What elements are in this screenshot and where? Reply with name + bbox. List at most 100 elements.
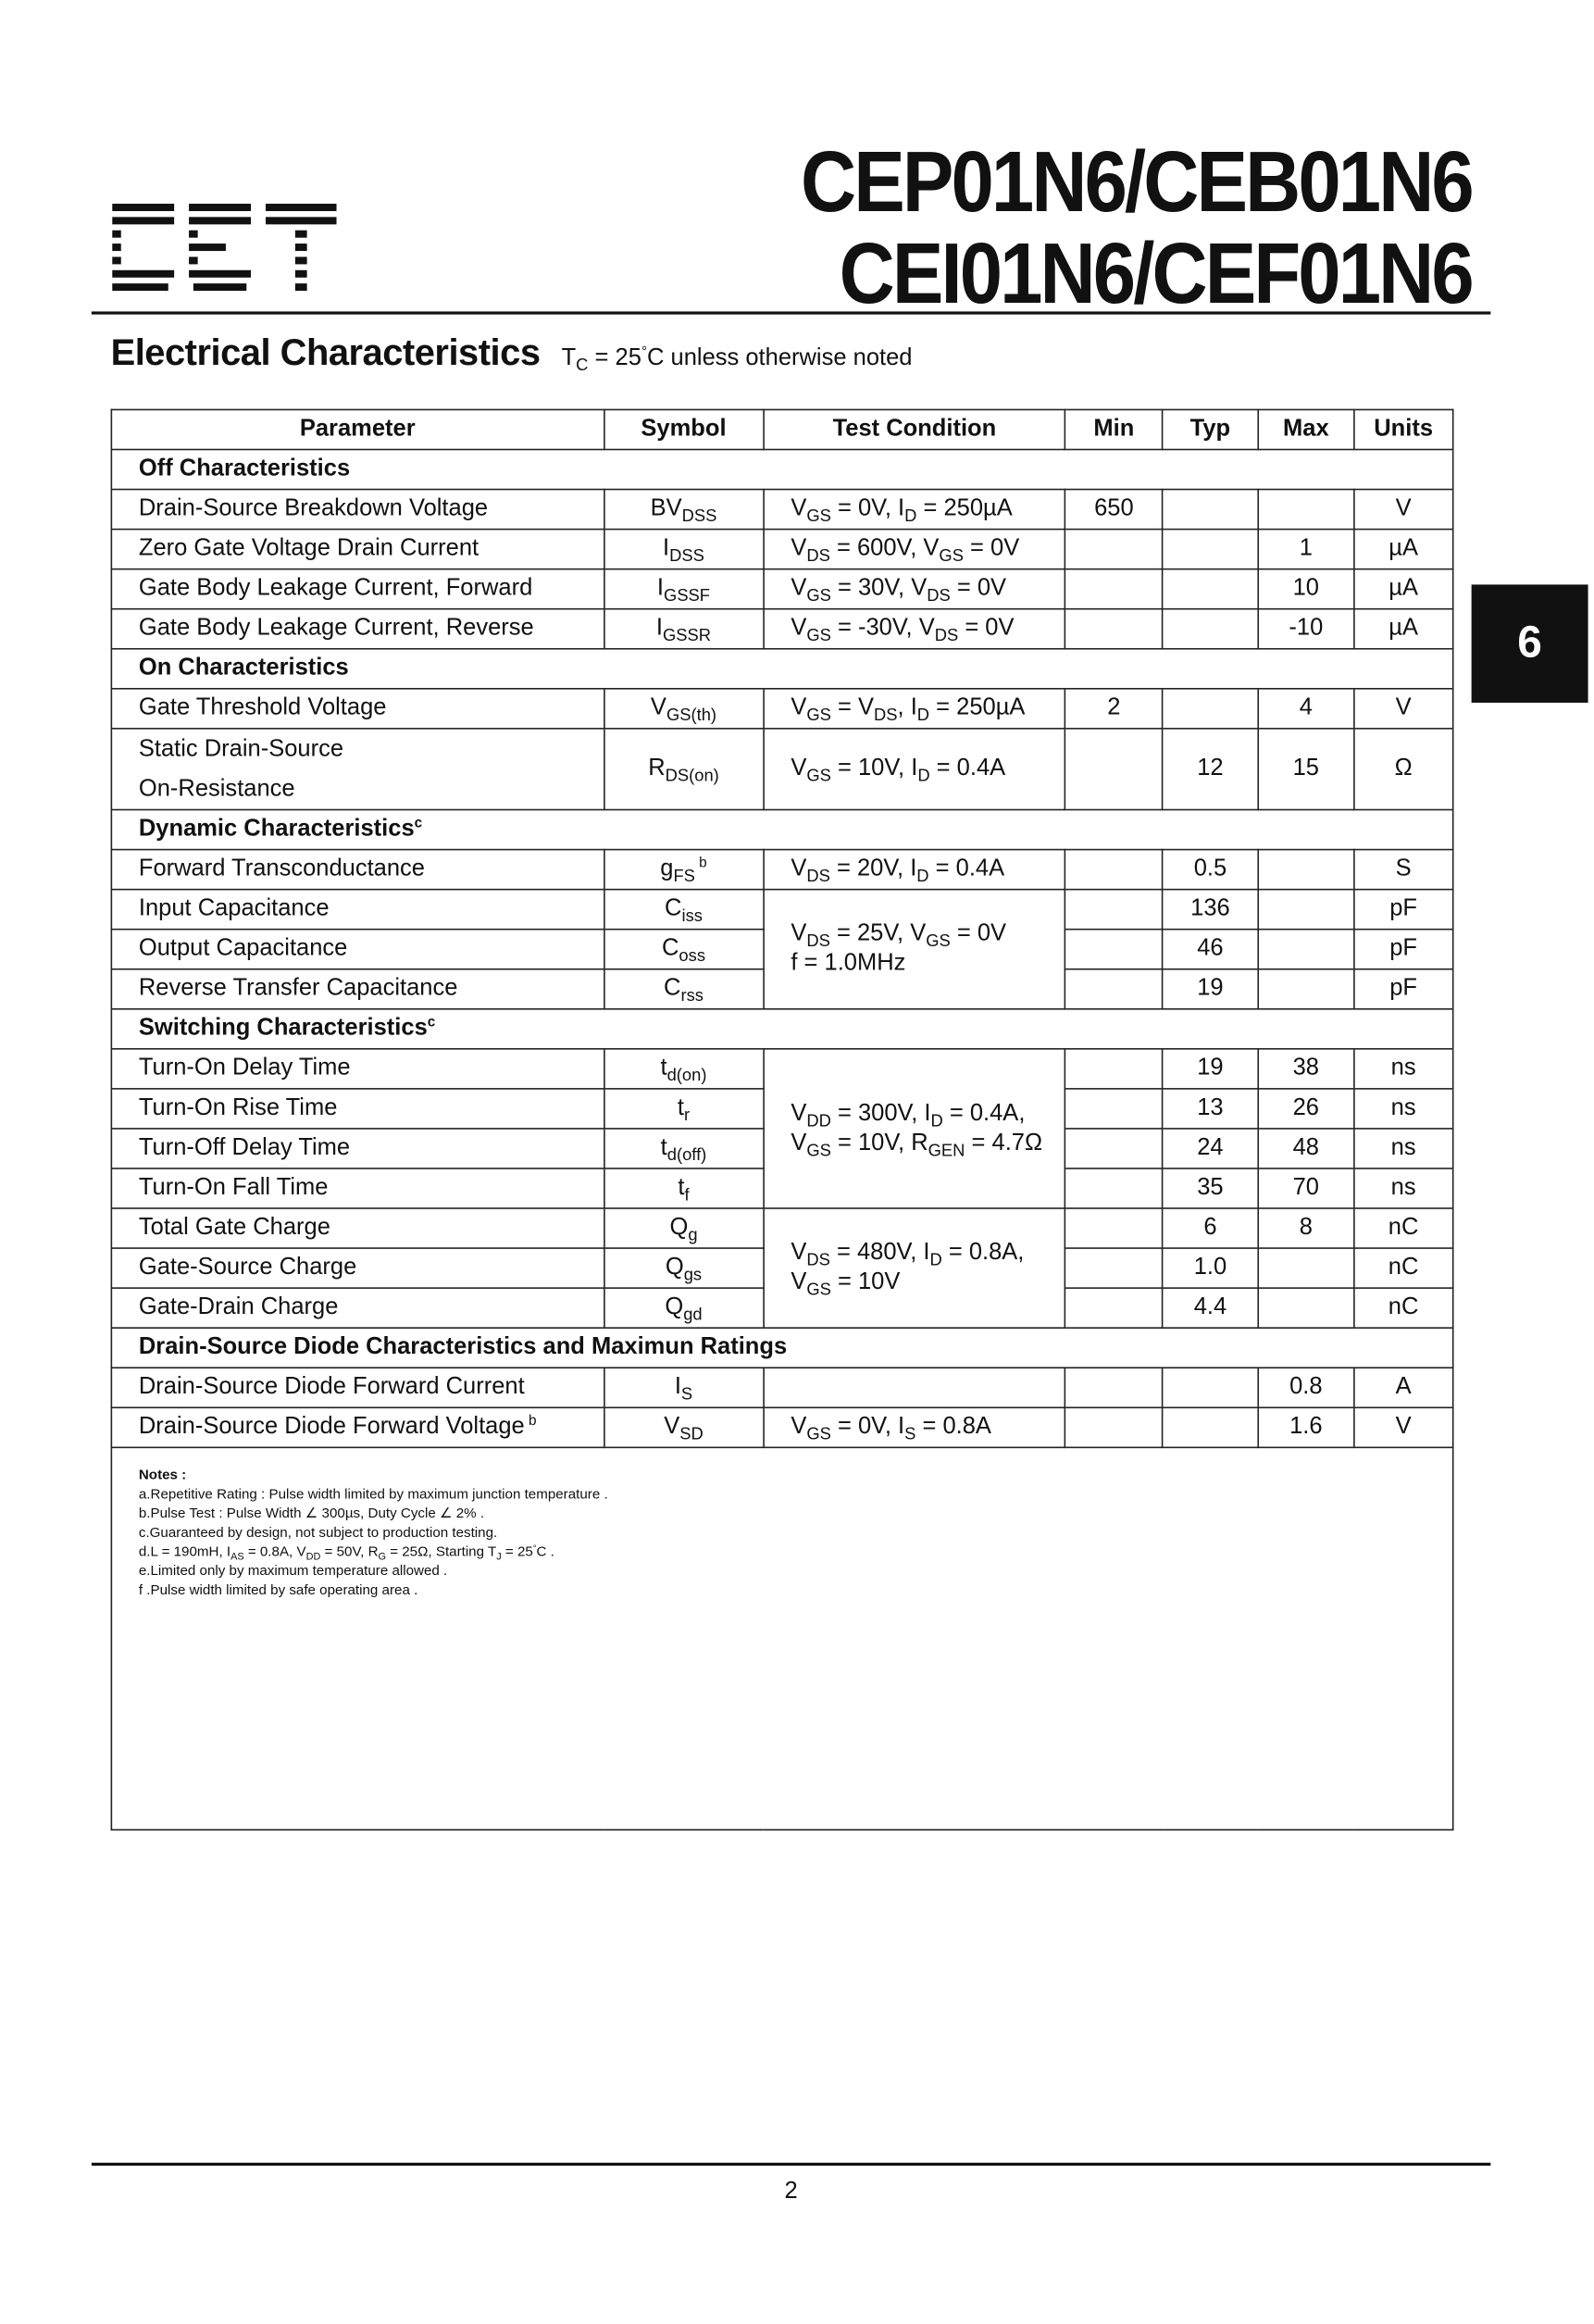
- max-cell: [1257, 1287, 1355, 1329]
- parameter-cell: Static Drain-Source On-Resistance: [110, 728, 604, 811]
- symbol-cell: Qg: [603, 1207, 765, 1249]
- test-condition-cell: VDS = 25V, VGS = 0V f = 1.0MHz: [763, 888, 1066, 1010]
- typ-cell: [1161, 488, 1259, 531]
- column-header: Units: [1352, 408, 1454, 451]
- units-cell: pF: [1352, 888, 1454, 931]
- test-condition-cell: VDS = 480V, ID = 0.8A, VGS = 10V: [763, 1207, 1066, 1329]
- units-cell: ns: [1352, 1168, 1454, 1209]
- symbol-cell: Coss: [603, 928, 765, 970]
- table-row: Drain-Source Breakdown Voltage BVDSS VGS =…: [110, 488, 1454, 531]
- column-header: Max: [1257, 408, 1355, 451]
- symbol-cell: IDSS: [603, 528, 765, 570]
- symbol-cell: RDS(on): [603, 728, 765, 811]
- note-item: d.L = 190mH, IAS = 0.8A, VDD = 50V, RG =…: [138, 1543, 554, 1563]
- parameter-cell: Reverse Transfer Capacitance: [110, 968, 604, 1010]
- electrical-characteristics-table: Parameter Symbol Test Condition Min Typ Max Un…: [110, 408, 1454, 1831]
- units-cell: V: [1352, 488, 1454, 531]
- table-row: Turn-On Fall Time tf 35 70 ns: [110, 1168, 1454, 1209]
- typ-cell: 1.0: [1161, 1247, 1259, 1289]
- page-number: 2: [784, 2179, 798, 2205]
- test-condition-cell: VGS = 30V, VDS = 0V: [763, 568, 1066, 610]
- test-condition-cell: VGS = VDS, ID = 250µA: [763, 687, 1066, 730]
- units-cell: V: [1352, 1406, 1454, 1449]
- units-cell: A: [1352, 1367, 1454, 1409]
- parameter-cell: Output Capacitance: [110, 928, 604, 970]
- table-row: Turn-Off Delay Time td(off) 24 48 ns: [110, 1128, 1454, 1169]
- units-cell: pF: [1352, 928, 1454, 970]
- section-title: On Characteristics: [110, 647, 1454, 690]
- footer-divider: [91, 2162, 1491, 2166]
- typ-cell: 35: [1161, 1168, 1259, 1209]
- max-cell: 8: [1257, 1207, 1355, 1249]
- section-condition: TC = 25°C unless otherwise noted: [561, 344, 913, 376]
- section-header: Electrical Characteristics TC = 25°C unl…: [111, 332, 913, 375]
- typ-cell: 0.5: [1161, 848, 1259, 891]
- test-condition-cell: VDD = 300V, ID = 0.4A, VGS = 10V, RGEN = …: [763, 1048, 1066, 1209]
- section-row: Switching Characteristicsc: [110, 1007, 1454, 1050]
- table-row: Turn-On Delay Time td(on) VDD = 300V, ID =…: [110, 1048, 1454, 1209]
- min-cell: [1065, 1247, 1164, 1289]
- symbol-cell: VSD: [603, 1406, 765, 1449]
- note-item: f .Pulse width limited by safe operating…: [138, 1582, 418, 1599]
- max-cell: 48: [1257, 1128, 1355, 1169]
- parameter-cell: Turn-On Delay Time: [110, 1048, 604, 1090]
- test-condition-cell: VGS = 10V, ID = 0.4A: [763, 728, 1066, 811]
- min-cell: [1065, 728, 1164, 811]
- section-title: Off Characteristics: [110, 448, 1454, 491]
- max-cell: [1257, 968, 1355, 1010]
- table-row: Turn-On Rise Time tr 13 26 ns: [110, 1088, 1454, 1130]
- typ-cell: 24: [1161, 1128, 1259, 1169]
- table-row: Static Drain-Source On-Resistance RDS(on) V…: [110, 728, 1454, 811]
- typ-cell: [1161, 687, 1259, 730]
- test-condition-cell: VGS = 0V, ID = 250µA: [763, 488, 1066, 531]
- min-cell: [1065, 888, 1164, 931]
- min-cell: [1065, 1168, 1164, 1209]
- table-row: Gate Body Leakage Current, Reverse IGSSR V…: [110, 607, 1454, 650]
- typ-cell: 19: [1161, 968, 1259, 1010]
- min-cell: [1065, 607, 1164, 650]
- test-condition-cell: VGS = 0V, IS = 0.8A: [763, 1406, 1066, 1449]
- typ-cell: [1161, 607, 1259, 650]
- min-cell: [1065, 848, 1164, 891]
- parameter-cell: Drain-Source Diode Forward Current: [110, 1367, 604, 1409]
- symbol-cell: IS: [603, 1367, 765, 1409]
- typ-cell: 136: [1161, 888, 1259, 931]
- parameter-cell: Gate-Source Charge: [110, 1247, 604, 1289]
- symbol-cell: IGSSR: [603, 607, 765, 650]
- max-cell: [1257, 488, 1355, 531]
- min-cell: [1065, 528, 1164, 570]
- table-row: Total Gate Charge Qg VDS = 480V, ID = 0.8A…: [110, 1207, 1454, 1329]
- min-cell: [1065, 928, 1164, 970]
- table-row: Drain-Source Diode Forward Current IS 0.8 A: [110, 1367, 1454, 1409]
- table-row: Forward Transconductance gFS b VDS = 20V, …: [110, 848, 1454, 891]
- symbol-cell: td(off): [603, 1128, 765, 1169]
- column-header: Test Condition: [763, 408, 1066, 451]
- units-cell: µA: [1352, 528, 1454, 570]
- symbol-cell: VGS(th): [603, 687, 765, 730]
- max-cell: -10: [1257, 607, 1355, 650]
- min-cell: [1065, 1048, 1164, 1090]
- min-cell: [1065, 568, 1164, 610]
- parameter-cell: Input Capacitance: [110, 888, 604, 931]
- symbol-cell: gFS b: [603, 848, 765, 891]
- section-row: Dynamic Characteristicsc: [110, 808, 1454, 851]
- max-cell: 70: [1257, 1168, 1355, 1209]
- notes-row: Notes : a.Repetitive Rating : Pulse width…: [110, 1446, 1454, 1831]
- chapter-tab: 6: [1471, 584, 1588, 703]
- symbol-cell: IGSSF: [603, 568, 765, 610]
- units-cell: nC: [1352, 1287, 1454, 1329]
- note-item: b.Pulse Test : Pulse Width ∠ 300µs, Duty…: [138, 1506, 485, 1522]
- parameter-cell: Turn-On Rise Time: [110, 1088, 604, 1130]
- units-cell: S: [1352, 848, 1454, 891]
- units-cell: ns: [1352, 1048, 1454, 1090]
- max-cell: [1257, 928, 1355, 970]
- typ-cell: 4.4: [1161, 1287, 1259, 1329]
- max-cell: [1257, 1247, 1355, 1289]
- units-cell: nC: [1352, 1247, 1454, 1289]
- typ-cell: [1161, 1406, 1259, 1449]
- table-header-row: Parameter Symbol Test Condition Min Typ Max Un…: [110, 408, 1454, 451]
- symbol-cell: td(on): [603, 1048, 765, 1090]
- typ-cell: [1161, 568, 1259, 610]
- parameter-cell: Gate Body Leakage Current, Forward: [110, 568, 604, 610]
- table-row: Gate-Source Charge Qgs 1.0 nC: [110, 1247, 1454, 1289]
